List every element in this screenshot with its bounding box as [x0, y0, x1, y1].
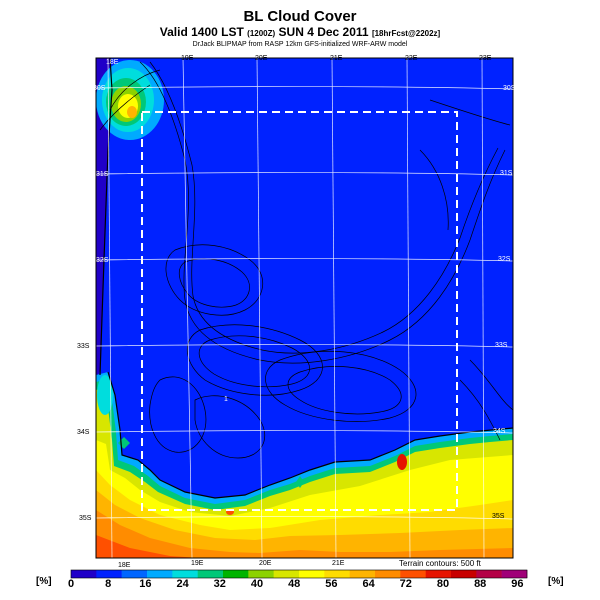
inner-domain-box — [141, 111, 458, 511]
lon-label-bottom: 18E — [118, 562, 131, 569]
colorbar-tick-label: 8 — [105, 578, 112, 590]
lon-label-top: 22E — [405, 55, 418, 62]
colorbar-segment — [375, 570, 401, 578]
colorbar-tick-label: 32 — [213, 578, 226, 590]
lat-label-right: 31S — [500, 170, 513, 177]
colorbar-segment — [248, 570, 274, 578]
lon-label-top: 23E — [479, 55, 492, 62]
lon-label-top: 18E — [106, 59, 119, 66]
colorbar-segment — [121, 570, 148, 578]
lon-label-bottom: 20E — [259, 560, 272, 567]
colorbar-tick-label: 72 — [399, 578, 412, 590]
colorbar-tick-label: 48 — [288, 578, 301, 590]
lat-label-left: 35S — [79, 515, 92, 522]
lon-label-bottom: 19E — [191, 560, 204, 567]
model-subtitle: DrJack BLIPMAP from RASP 12km GFS-initia… — [192, 41, 408, 48]
colorbar-segment — [451, 570, 477, 578]
colorbar-segment — [223, 570, 249, 578]
colorbar-tick-label: 0 — [67, 578, 75, 590]
colorbar-tick-label: 88 — [474, 578, 487, 590]
valid-time-line: Valid 1400 LST (1200Z) SUN 4 Dec 2011 [1… — [159, 25, 441, 39]
colorbar-segment — [147, 570, 173, 578]
lon-label-top: 21E — [330, 55, 343, 62]
lat-label-right: 30S — [503, 85, 516, 92]
colorbar-segment — [349, 570, 376, 578]
colorbar-tick-label: 80 — [436, 578, 450, 590]
colorbar-tick-label: 56 — [325, 578, 338, 590]
coastline — [99, 58, 513, 499]
colorbar-segment — [299, 570, 325, 578]
colorbar-segment — [273, 570, 300, 578]
colorbar-segment — [400, 570, 426, 578]
contour-value-label: 1 — [224, 396, 228, 403]
map-frame — [95, 57, 514, 559]
terrain-contours-note: Terrain contours: 500 ft — [399, 559, 481, 568]
colorbar-segment — [96, 570, 122, 578]
colorbar-tick-label: 24 — [176, 578, 189, 590]
colorbar-tick-label: 64 — [362, 578, 375, 590]
coastal-high-cloud-strip — [96, 58, 112, 380]
lat-label-right: 32S — [498, 256, 511, 263]
colorbar-unit-left: [%] — [36, 576, 52, 587]
graticule — [96, 58, 513, 558]
lon-label-bottom: 21E — [332, 560, 345, 567]
colorbar — [71, 570, 528, 578]
colorbar-unit-right: [%] — [548, 576, 564, 587]
colorbar-segment — [172, 570, 198, 578]
lat-label-right: 33S — [495, 342, 508, 349]
lon-label-top: 20E — [255, 55, 268, 62]
lat-label-left: 32S — [96, 257, 109, 264]
lat-label-left: 34S — [77, 429, 90, 436]
colorbar-segment — [197, 570, 224, 578]
colorbar-frame — [70, 569, 528, 579]
lat-label-right: 34S — [493, 428, 506, 435]
lat-label-right: 35S — [492, 513, 505, 520]
colorbar-segment — [71, 570, 97, 578]
lat-label-left: 30S — [93, 85, 106, 92]
colorbar-segment — [476, 570, 502, 578]
lat-label-left: 33S — [77, 343, 90, 350]
colorbar-segment — [425, 570, 452, 578]
lat-label-left: 31S — [96, 171, 109, 178]
colorbar-tick-label: 16 — [139, 578, 152, 590]
colorbar-segment — [324, 570, 350, 578]
lon-label-top: 19E — [181, 55, 194, 62]
colorbar-tick-label: 40 — [250, 578, 264, 590]
colorbar-tick-label: 96 — [511, 578, 524, 590]
map-title: BL Cloud Cover — [243, 8, 357, 25]
colorbar-segment — [501, 570, 528, 578]
southern-cloud-field — [96, 372, 513, 558]
